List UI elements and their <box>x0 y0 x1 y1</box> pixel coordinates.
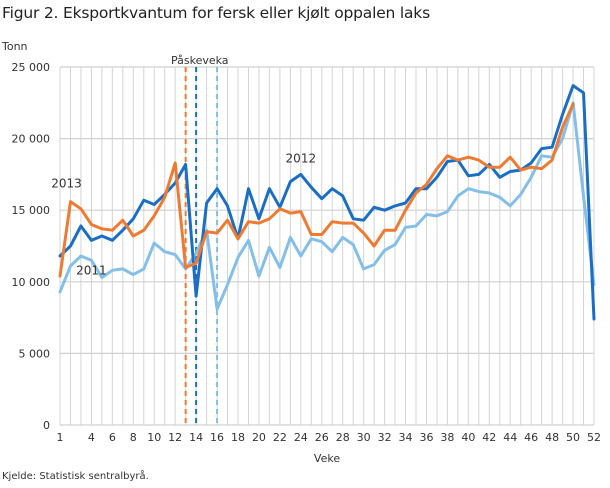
y-tick-label: 15 000 <box>12 204 51 217</box>
x-tick-label: 12 <box>168 431 182 444</box>
x-tick-label: 22 <box>273 431 287 444</box>
x-tick-label: 36 <box>419 431 433 444</box>
x-tick-label: 26 <box>315 431 329 444</box>
x-tick-label: 48 <box>545 431 559 444</box>
series-labels: 2011 2012 2013 <box>51 151 316 277</box>
x-tick-label: 52 <box>587 431 601 444</box>
y-axis-label: Tonn <box>1 40 28 53</box>
series-line-2011 <box>58 101 596 311</box>
x-tick-label: 44 <box>503 431 517 444</box>
chart-title: Figur 2. Eksportkvantum for fersk eller … <box>2 4 430 22</box>
x-tick-label: 14 <box>189 431 203 444</box>
series-label-2013: 2013 <box>51 177 82 191</box>
x-tick-label: 1 <box>57 431 64 444</box>
series-label-2011: 2011 <box>76 263 107 277</box>
x-tick-labels: 1 4 6 8 10 12 14 16 18 20 22 24 26 28 30 32 34 36 38 40 42 44… <box>57 431 602 444</box>
x-tick-label: 4 <box>88 431 95 444</box>
y-tick-label: 5 000 <box>19 347 51 360</box>
easter-week-markers <box>184 67 219 425</box>
series-lines <box>58 84 596 321</box>
source-note: Kjelde: Statistisk sentralbyrå. <box>2 471 149 482</box>
x-tick-label: 46 <box>524 431 538 444</box>
x-tick-label: 32 <box>378 431 392 444</box>
easter-week-label: Påskeveka <box>171 54 229 67</box>
horizontal-gridlines <box>60 66 594 426</box>
series-line-2013 <box>58 102 575 278</box>
x-tick-label: 18 <box>231 431 245 444</box>
series-line-2012 <box>58 84 596 321</box>
x-axis-label: Veke <box>314 452 340 465</box>
x-tick-label: 10 <box>147 431 161 444</box>
y-tick-label: 20 000 <box>12 133 51 146</box>
x-tick-label: 28 <box>336 431 350 444</box>
y-tick-labels: 0 5 000 10 000 15 000 20 000 25 000 <box>12 61 51 432</box>
x-tick-label: 40 <box>461 431 475 444</box>
series-label-2012: 2012 <box>286 151 317 165</box>
x-tick-label: 30 <box>357 431 371 444</box>
x-tick-label: 38 <box>440 431 454 444</box>
x-tick-label: 24 <box>294 431 308 444</box>
x-tick-label: 8 <box>130 431 137 444</box>
x-tick-label: 34 <box>399 431 413 444</box>
x-tick-label: 20 <box>252 431 266 444</box>
x-tick-label: 6 <box>109 431 116 444</box>
x-tick-label: 42 <box>482 431 496 444</box>
y-tick-label: 0 <box>43 419 50 432</box>
x-tick-label: 50 <box>566 431 580 444</box>
y-tick-label: 25 000 <box>12 61 51 74</box>
x-tick-label: 16 <box>210 431 224 444</box>
y-tick-label: 10 000 <box>12 276 51 289</box>
